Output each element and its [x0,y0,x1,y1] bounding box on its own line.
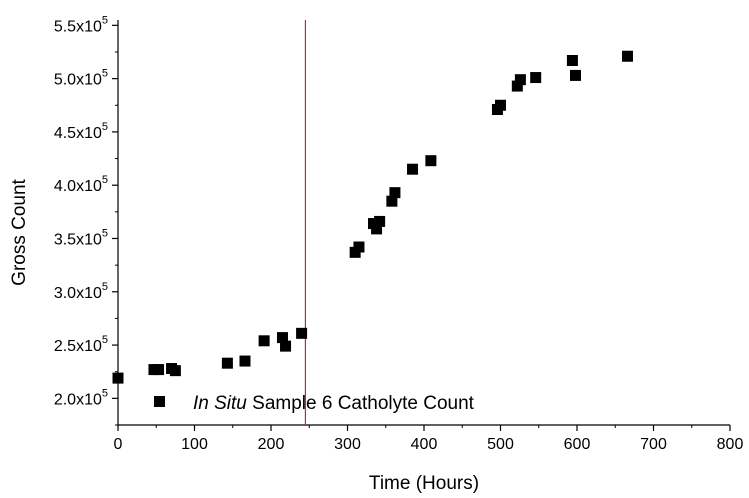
y-axis-ticks: 2.0x105 2.5x105 3.0x105 3.5x105 4.0x105 4.5x1… [54,14,118,426]
data-point [169,365,181,377]
y-tick-label: 2.5x105 [54,334,108,355]
y-tick-label: 4.5x105 [54,121,108,142]
x-tick-label: 400 [411,436,438,453]
data-point [353,241,365,253]
legend-swatch [154,396,165,407]
data-point [276,332,288,344]
y-tick-label: 5.5x105 [54,14,108,35]
y-tick-label: 3.0x105 [54,281,108,302]
data-point [239,355,251,367]
data-point [374,215,386,227]
y-tick-label: 4.0x105 [54,174,108,195]
data-point [514,74,526,86]
plot-frame [117,20,730,426]
data-point [112,372,124,384]
data-point [407,163,419,175]
legend-label-italic: In Situ [193,393,247,414]
data-point [530,72,542,84]
x-tick-label: 0 [114,436,123,453]
x-tick-label: 500 [487,436,514,453]
data-points [112,50,633,384]
data-point [511,80,523,92]
x-tick-label: 200 [258,436,285,453]
data-point [566,55,578,66]
legend-label-rest: Sample 6 Catholyte Count [252,393,475,414]
legend-label: In Situ Sample 6 Catholyte Count [193,393,475,414]
x-tick-label: 100 [181,436,208,453]
data-point [221,357,233,369]
y-tick-label: 5.0x105 [54,68,108,89]
y-axis-title: Gross Count [9,178,30,285]
data-point [495,99,506,111]
x-tick-label: 700 [640,436,667,453]
data-point [296,327,308,339]
data-point [389,187,401,199]
y-tick-label: 3.5x105 [54,227,108,248]
data-point [371,223,383,235]
data-point [258,335,270,347]
x-tick-label: 300 [334,436,361,453]
data-point [153,364,165,376]
y-tick-label: 2.0x105 [54,387,108,408]
data-point [621,50,633,62]
x-tick-label: 600 [564,436,591,453]
data-point [280,340,292,352]
data-point [569,69,581,81]
x-tick-label: 800 [717,436,744,453]
x-axis-title: Time (Hours) [369,473,479,494]
x-axis-ticks: 0 100 200 300 400 500 600 700 800 [114,425,744,453]
legend: In Situ Sample 6 Catholyte Count [154,393,475,414]
data-point [386,195,398,207]
data-point [425,155,437,167]
